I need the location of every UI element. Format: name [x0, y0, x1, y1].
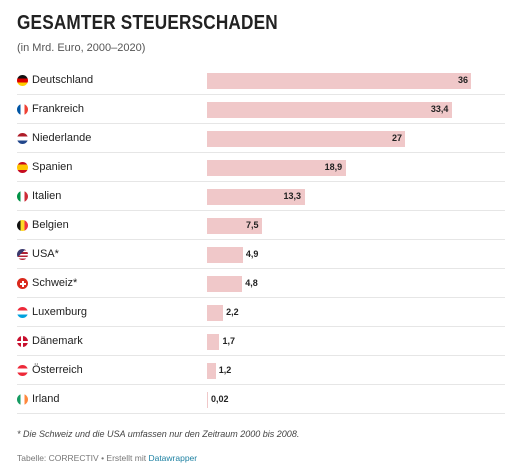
row-divider	[17, 326, 505, 327]
row-divider	[17, 152, 505, 153]
us-flag-icon	[17, 249, 28, 260]
es-flag-icon	[17, 162, 28, 173]
datawrapper-link[interactable]: Datawrapper	[148, 453, 198, 463]
bar	[207, 276, 243, 292]
bar	[207, 247, 243, 263]
ch-flag-icon	[17, 278, 28, 289]
category-label: Belgien	[32, 219, 69, 231]
credit-prefix: Tabelle: CORRECTIV • Erstellt mit	[17, 453, 149, 463]
fr-flag-icon	[17, 104, 28, 115]
value-label: 7,5	[246, 220, 259, 230]
lu-flag-icon	[17, 307, 28, 318]
bar	[207, 160, 346, 176]
value-label: 1,2	[218, 365, 232, 375]
value-label: 4,9	[245, 249, 259, 259]
table-row: USA* 4,9	[0, 241, 522, 269]
row-divider	[17, 355, 505, 356]
row-divider	[17, 268, 505, 269]
value-label: 33,4	[430, 104, 449, 114]
category-label: Schweiz*	[32, 277, 78, 289]
category-label: Spanien	[32, 161, 73, 173]
nl-flag-icon	[17, 133, 28, 144]
category-label: Italien	[32, 190, 62, 202]
table-row: Spanien 18,9	[0, 154, 522, 182]
at-flag-icon	[17, 365, 28, 376]
credit-line: Tabelle: CORRECTIV • Erstellt mit Datawr…	[17, 453, 197, 463]
chart-title: GESAMTER STEUERSCHADEN	[17, 12, 278, 34]
table-row: Irland 0,02	[0, 386, 522, 414]
category-label: Deutschland	[32, 74, 94, 86]
table-row: Niederlande 27	[0, 125, 522, 153]
category-label: Frankreich	[32, 103, 84, 115]
row-divider	[17, 297, 505, 298]
table-row: Frankreich 33,4	[0, 96, 522, 124]
category-label: Luxemburg	[32, 306, 88, 318]
ie-flag-icon	[17, 394, 28, 405]
value-label: 1,7	[222, 336, 235, 346]
category-label: Österreich	[32, 364, 83, 376]
category-label: Niederlande	[32, 132, 92, 144]
de-flag-icon	[17, 75, 28, 86]
table-row: Österreich 1,2	[0, 357, 522, 385]
bar	[207, 189, 305, 205]
row-divider	[17, 384, 505, 385]
dk-flag-icon	[17, 336, 28, 347]
value-label: 2,2	[226, 307, 239, 317]
category-label: Dänemark	[32, 335, 83, 347]
row-divider	[17, 210, 505, 211]
category-label: Irland	[32, 393, 60, 405]
bar	[207, 392, 208, 408]
value-label: 27	[392, 133, 403, 143]
value-label: 0,02	[211, 394, 229, 404]
row-divider	[17, 181, 505, 182]
row-divider	[17, 123, 505, 124]
value-label: 18,9	[324, 162, 343, 172]
footnote: * Die Schweiz und die USA umfassen nur d…	[17, 429, 300, 439]
bar	[207, 363, 216, 379]
row-divider	[17, 94, 505, 95]
table-row: Schweiz* 4,8	[0, 270, 522, 298]
value-label: 13,3	[283, 191, 302, 201]
bar	[207, 131, 405, 147]
category-label: USA*	[32, 248, 59, 260]
table-row: Belgien 7,5	[0, 212, 522, 240]
row-divider	[17, 239, 505, 240]
bar	[207, 73, 471, 89]
table-row: Luxemburg 2,2	[0, 299, 522, 327]
table-row: Italien 13,3	[0, 183, 522, 211]
value-label: 4,8	[245, 278, 258, 288]
value-label: 36	[458, 75, 469, 85]
bar	[207, 334, 220, 350]
table-row: Dänemark 1,7	[0, 328, 522, 356]
bar	[207, 218, 262, 234]
row-divider	[17, 413, 505, 414]
it-flag-icon	[17, 191, 28, 202]
table-row: Deutschland 36	[0, 67, 522, 95]
bar	[207, 305, 224, 321]
be-flag-icon	[17, 220, 28, 231]
bar	[207, 102, 452, 118]
chart-subtitle: (in Mrd. Euro, 2000–2020)	[17, 42, 146, 54]
